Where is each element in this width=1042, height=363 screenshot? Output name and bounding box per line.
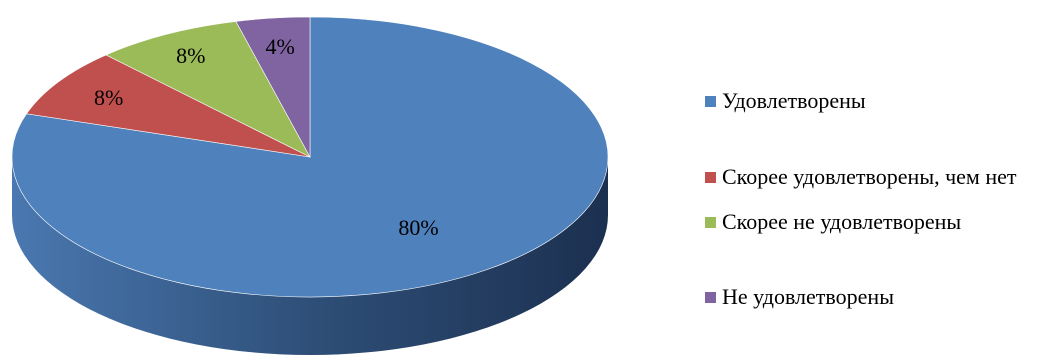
slice-rather-unsatisfied [105, 21, 311, 158]
legend-label: Скорее удовлетворены, чем нет [722, 164, 1017, 189]
legend-item-satisfied: Удовлетворены [705, 88, 1037, 114]
legend-swatch [705, 172, 716, 183]
pie-sides [12, 157, 608, 355]
data-label: 4% [265, 34, 294, 59]
slice-rather-satisfied [26, 54, 311, 158]
legend-label: Удовлетворены [722, 88, 866, 113]
legend-label: Скорее не удовлетворены [722, 209, 962, 234]
pie-chart: 80% 8% 8% 4% [11, 16, 609, 355]
slice-unsatisfied [235, 16, 311, 158]
legend-item-unsatisfied: Не удовлетворены [705, 284, 1037, 310]
legend-item-rather-satisfied: Скорее удовлетворены, чем нет [705, 164, 1037, 190]
pie-side-wall [12, 157, 608, 355]
legend-swatch [705, 217, 716, 228]
data-labels: 80% 8% 8% 4% [94, 34, 439, 240]
legend-swatch [705, 96, 716, 107]
data-label: 80% [398, 215, 438, 240]
legend-label: Не удовлетворены [722, 284, 894, 309]
legend-item-rather-unsatisfied: Скорее не удовлетворены [705, 209, 1037, 235]
data-label: 8% [94, 85, 123, 110]
pie-slices [11, 16, 609, 298]
data-label: 8% [176, 43, 205, 68]
legend-swatch [705, 292, 716, 303]
